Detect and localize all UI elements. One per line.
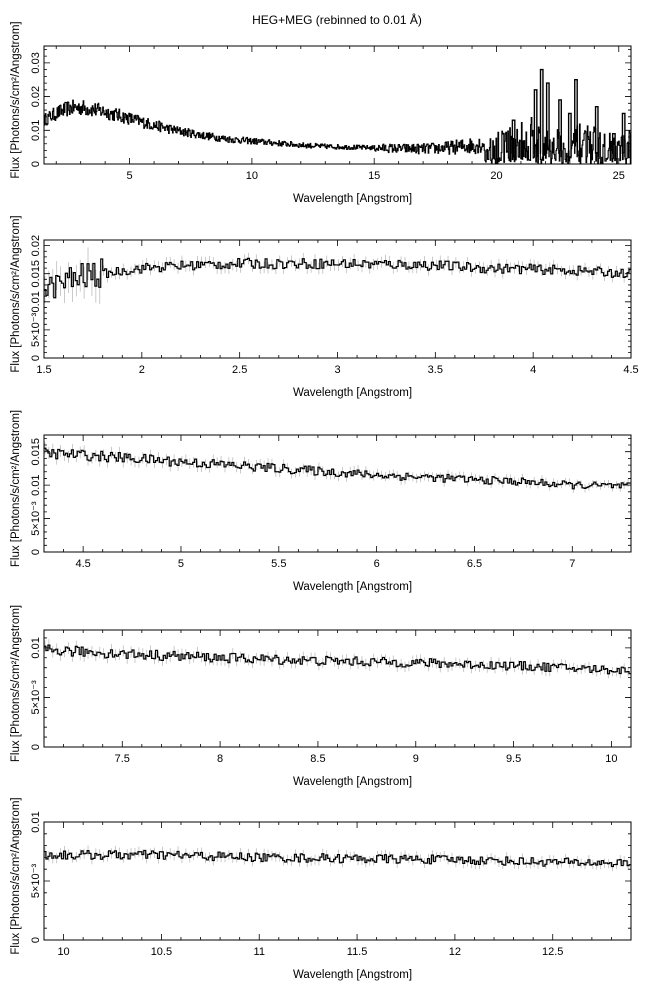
x-tick-label: 6.5 — [467, 558, 482, 570]
axis-ticks-5 — [43, 821, 632, 941]
y-tick-label: 0 — [30, 549, 42, 555]
x-tick-label: 2 — [139, 364, 145, 376]
error-bar-path — [44, 442, 629, 493]
y-tick-label: 0.02 — [30, 235, 42, 256]
y-axis-title: Flux [Photons/s/cm²/Angstrom] — [10, 21, 22, 178]
y-tick-label: 0 — [30, 937, 42, 943]
axis-ticks-1 — [44, 46, 631, 165]
x-axis-title: Wavelength [Angstrom] — [293, 387, 412, 399]
x-tick-label: 10 — [57, 946, 69, 958]
spike-1 — [533, 89, 538, 158]
spike-9 — [558, 99, 562, 158]
x-tick-label: 25 — [613, 170, 625, 182]
y-tick-label: 0.01 — [30, 811, 42, 832]
y-tick-label: 0.01 — [30, 120, 42, 141]
y-axis-title: Flux [Photons/s/cm²/Angstrom] — [10, 605, 22, 762]
figure-title: HEG+MEG (rebinned to 0.01 Å) — [252, 12, 422, 27]
panel-3: 4.5 5 5.5 6 6.5 7 0 5×10⁻³ 0.01 0.015 Wavelength [… — [10, 410, 632, 593]
plot-frame-3 — [43, 434, 632, 553]
y-tick-label: 0.015 — [30, 438, 42, 466]
spectrum-line-4 — [44, 644, 631, 675]
x-tick-label: 4.5 — [75, 558, 90, 570]
plot-frame-2 — [43, 239, 632, 359]
x-tick-label: 7.5 — [115, 753, 130, 765]
x-tick-label: 10 — [246, 170, 258, 182]
x-axis-title: Wavelength [Angstrom] — [293, 969, 412, 981]
spectrum-line-3 — [44, 447, 631, 490]
x-tick-label: 10.5 — [151, 946, 172, 958]
x-tick-label: 3.5 — [428, 364, 443, 376]
spike-4 — [567, 112, 572, 158]
x-tick-label: 3 — [334, 364, 340, 376]
x-tick-label: 12.5 — [542, 946, 563, 958]
spectrum-line-1 — [44, 99, 631, 165]
y-tick-label: 0.02 — [30, 86, 42, 107]
y-tick-label: 5×10⁻³ — [30, 680, 42, 715]
spectrum-line-5 — [44, 849, 631, 868]
x-tick-label: 15 — [368, 170, 380, 182]
axis-ticks-3 — [43, 435, 632, 553]
x-tick-label: 20 — [490, 170, 502, 182]
spectrum-line-2 — [44, 257, 631, 299]
panel-2: 1.5 2 2.5 3 3.5 4 4.5 0 5×10⁻³0.01 0.015 0.02 Wavel… — [10, 215, 639, 399]
spike-5 — [574, 79, 578, 158]
x-tick-label: 4 — [530, 364, 536, 376]
x-tick-label: 6 — [374, 558, 380, 570]
panel-1: 5 10 15 20 25 0 0.01 0.02 0.03 Wavelength [Angstr… — [10, 21, 632, 205]
plot-frame-1 — [43, 45, 632, 165]
y-tick-label: 0.01 — [30, 474, 42, 495]
x-tick-label: 5 — [127, 170, 133, 182]
x-tick-label: 7 — [569, 558, 575, 570]
error-bar-path — [44, 845, 629, 872]
x-tick-label: 9.5 — [506, 753, 521, 765]
y-tick-label: 0 — [30, 161, 42, 167]
y-axis-title: Flux [Photons/s/cm²/Angstrom] — [10, 215, 22, 372]
y-tick-label: 0.015 — [30, 260, 42, 288]
x-tick-label: 12 — [449, 946, 461, 958]
y-tick-label: 5×10⁻³ — [30, 501, 42, 536]
x-axis-title: Wavelength [Angstrom] — [293, 776, 412, 788]
plot-frame-5 — [43, 821, 632, 941]
y-tick-label: 0.03 — [30, 52, 42, 73]
axis-ticks-4 — [43, 630, 632, 748]
spike-10 — [511, 119, 516, 158]
y-tick-label: 5×10⁻³ — [30, 864, 42, 899]
y-tick-label: 0 — [30, 355, 42, 361]
spike-2 — [539, 68, 544, 158]
y-axis-title: Flux [Photons/s/cm²/Angstrom] — [10, 797, 22, 954]
x-tick-label: 5.5 — [271, 558, 286, 570]
plot-frame-4 — [43, 629, 632, 748]
y-tick-label: 0.01 — [30, 637, 42, 658]
x-tick-label: 8.5 — [310, 753, 325, 765]
error-bars-5 — [44, 845, 629, 872]
x-tick-label: 10 — [605, 753, 617, 765]
error-bar-path — [44, 247, 629, 304]
x-tick-label: 5 — [178, 558, 184, 570]
x-tick-label: 9 — [413, 753, 419, 765]
error-bars-2 — [44, 247, 629, 304]
x-tick-label: 4.5 — [623, 364, 638, 376]
x-axis-title: Wavelength [Angstrom] — [293, 581, 412, 593]
spike-7 — [611, 132, 616, 158]
y-tick-label: 0 — [30, 744, 42, 750]
y-tick-label: 0.01 — [30, 291, 42, 312]
error-bars-3 — [44, 442, 629, 493]
x-tick-label: 11.5 — [347, 946, 368, 958]
axis-ticks-2 — [43, 239, 632, 359]
x-tick-label: 11 — [254, 946, 265, 958]
spike-3 — [545, 82, 550, 158]
spike-6 — [594, 105, 599, 158]
x-axis-title: Wavelength [Angstrom] — [293, 193, 412, 205]
x-tick-label: 1.5 — [36, 364, 51, 376]
panel-5: 10 10.5 11 11.5 12 12.5 0 5×10⁻³ 0.01 Wavelength … — [10, 797, 632, 981]
panel-4: 7.5 8 8.5 9 9.5 10 0 5×10⁻³ 0.01 Wavelength [Angs… — [10, 605, 632, 788]
y-axis-title: Flux [Photons/s/cm²/Angstrom] — [10, 410, 22, 567]
x-tick-label: 8 — [217, 753, 223, 765]
spike-8 — [621, 112, 626, 158]
x-tick-label: 2.5 — [232, 364, 247, 376]
y-tick-label: 5×10⁻³ — [30, 312, 42, 347]
